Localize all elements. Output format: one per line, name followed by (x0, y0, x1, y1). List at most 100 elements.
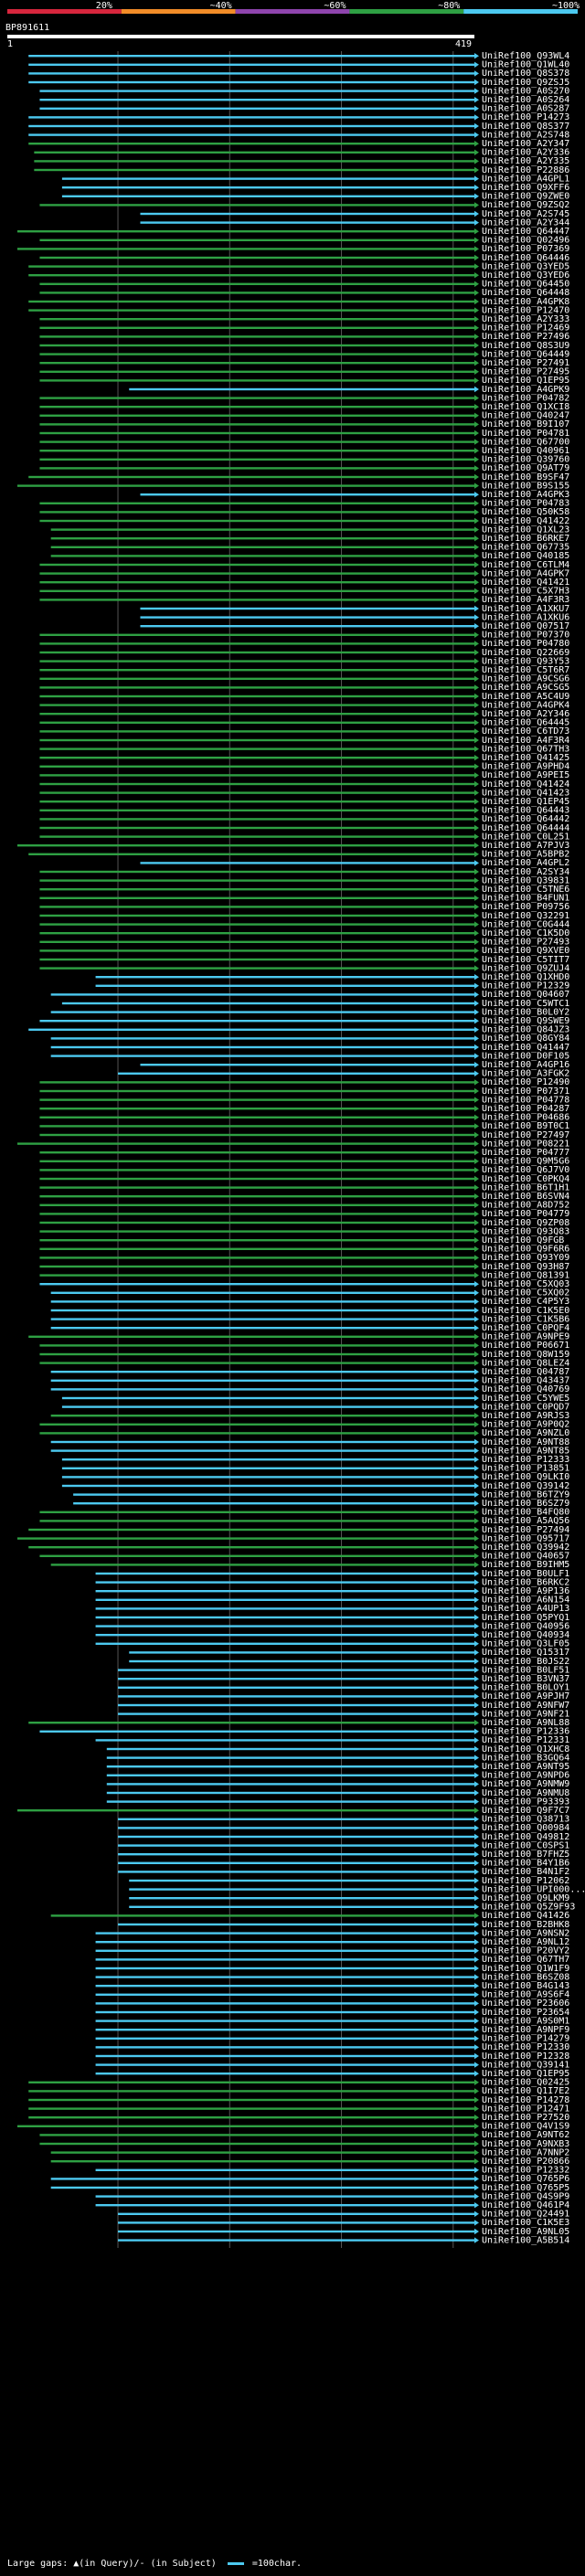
hit-label[interactable]: UniRef100_C5TNE6 (482, 885, 569, 895)
hit-bar[interactable] (28, 2081, 475, 2083)
hit-label[interactable]: UniRef100_P04781 (482, 429, 569, 439)
hit-row[interactable]: UniRef100_P27496 (39, 332, 569, 342)
hit-row[interactable]: UniRef100_UPI000... (129, 1884, 585, 1894)
hit-bar[interactable] (50, 1440, 474, 1444)
hit-row[interactable]: UniRef100_B6SZ79 (73, 1499, 569, 1509)
hit-bar[interactable] (50, 2186, 474, 2189)
hit-bar[interactable] (95, 1949, 475, 1952)
hit-row[interactable]: UniRef100_C0G444 (39, 919, 569, 929)
hit-label[interactable]: UniRef100_P07371 (482, 1087, 569, 1097)
hit-bar[interactable] (140, 1064, 474, 1066)
hit-bar[interactable] (39, 809, 475, 811)
hit-label[interactable]: UniRef100_Q64443 (482, 806, 569, 816)
hit-bar[interactable] (39, 923, 475, 926)
hit-label[interactable]: UniRef100_Q39942 (482, 1542, 569, 1553)
hit-row[interactable]: UniRef100_Q9LKI0 (61, 1472, 569, 1482)
hit-bar[interactable] (140, 493, 474, 496)
hit-row[interactable]: UniRef100_P27497 (39, 1130, 569, 1140)
hit-label[interactable]: UniRef100_Q8S378 (482, 69, 569, 79)
hit-bar[interactable] (39, 599, 475, 601)
hit-row[interactable]: UniRef100_Q1WL40 (28, 60, 569, 70)
hit-label[interactable]: UniRef100_Q41447 (482, 1043, 569, 1053)
hit-row[interactable]: UniRef100_A4F3R4 (39, 736, 569, 746)
hit-bar[interactable] (118, 1818, 475, 1820)
hit-bar[interactable] (95, 2046, 475, 2049)
hit-label[interactable]: UniRef100_A5AQ56 (482, 1516, 569, 1526)
hit-row[interactable]: UniRef100_Q9LKM9 (129, 1893, 569, 1903)
hit-label[interactable]: UniRef100_A0S270 (482, 86, 569, 96)
hit-label[interactable]: UniRef100_Q8S377 (482, 122, 569, 132)
hit-bar[interactable] (39, 1203, 475, 1206)
hit-bar[interactable] (73, 1502, 474, 1505)
hit-label[interactable]: UniRef100_A6N154 (482, 1595, 569, 1606)
hit-row[interactable]: UniRef100_B4FUN1 (39, 894, 569, 904)
hit-label[interactable]: UniRef100_Q8W159 (482, 1350, 569, 1360)
hit-bar[interactable] (50, 1309, 474, 1312)
hit-bar[interactable] (118, 1844, 475, 1847)
hit-row[interactable]: UniRef100_Q64448 (39, 288, 569, 298)
hit-bar[interactable] (118, 1923, 475, 1926)
hit-bar[interactable] (39, 835, 475, 838)
hit-row[interactable]: UniRef100_Q40961 (39, 446, 569, 456)
hit-row[interactable]: UniRef100_C1K5E3 (118, 2218, 569, 2228)
hit-row[interactable]: UniRef100_Q24491 (118, 2210, 569, 2220)
hit-label[interactable]: UniRef100_A4GPK9 (482, 385, 569, 395)
hit-row[interactable]: UniRef100_Q81391 (39, 1270, 569, 1280)
hit-label[interactable]: UniRef100_Q64445 (482, 718, 569, 728)
hit-label[interactable]: UniRef100_A9PEI5 (482, 770, 569, 780)
hit-label[interactable]: UniRef100_A2S745 (482, 209, 569, 219)
hit-bar[interactable] (95, 1932, 475, 1935)
hit-row[interactable]: UniRef100_Q02425 (28, 2078, 569, 2088)
hit-row[interactable]: UniRef100_P12330 (95, 2042, 570, 2052)
hit-row[interactable]: UniRef100_Q3YED6 (28, 270, 569, 281)
hit-label[interactable]: UniRef100_P06671 (482, 1341, 569, 1351)
hit-bar[interactable] (95, 1958, 475, 1961)
hit-label[interactable]: UniRef100_Q1WL40 (482, 60, 569, 70)
hit-row[interactable]: UniRef100_P12329 (95, 981, 570, 991)
hit-label[interactable]: UniRef100_P12333 (482, 1455, 569, 1465)
hit-label[interactable]: UniRef100_Q39760 (482, 455, 569, 465)
hit-row[interactable]: UniRef100_A9P0Q2 (39, 1420, 569, 1430)
hit-bar[interactable] (95, 1625, 475, 1627)
hit-row[interactable]: UniRef100_A9NL88 (28, 1718, 569, 1728)
hit-label[interactable]: UniRef100_A9PHD4 (482, 762, 569, 772)
hit-label[interactable]: UniRef100_P12328 (482, 2051, 569, 2062)
hit-bar[interactable] (39, 467, 475, 470)
hit-row[interactable]: UniRef100_B0ULF1 (95, 1569, 570, 1579)
hit-label[interactable]: UniRef100_A3FGK2 (482, 1069, 569, 1079)
hit-label[interactable]: UniRef100_A9PJH7 (482, 1691, 569, 1701)
hit-label[interactable]: UniRef100_Q41423 (482, 788, 569, 798)
hit-row[interactable]: UniRef100_C5XQ03 (39, 1279, 569, 1289)
hit-row[interactable]: UniRef100_Q84JZ3 (28, 1025, 569, 1035)
hit-label[interactable]: UniRef100_Q4S9P9 (482, 2191, 569, 2201)
hit-bar[interactable] (50, 1564, 474, 1566)
hit-bar[interactable] (50, 1300, 474, 1303)
hit-label[interactable]: UniRef100_B0LOY1 (482, 1683, 569, 1693)
hit-row[interactable]: UniRef100_P12471 (28, 2104, 569, 2114)
hit-row[interactable]: UniRef100_Q64442 (39, 814, 569, 824)
hit-bar[interactable] (118, 2212, 475, 2215)
hit-label[interactable]: UniRef100_Q04787 (482, 1367, 569, 1377)
hit-bar[interactable] (39, 1125, 475, 1128)
hit-bar[interactable] (39, 318, 475, 321)
hit-label[interactable]: UniRef100_C6TD73 (482, 726, 569, 737)
hit-label[interactable]: UniRef100_A1XKU7 (482, 604, 569, 614)
hit-label[interactable]: UniRef100_P27495 (482, 367, 569, 377)
hit-row[interactable]: UniRef100_C5XQ02 (50, 1288, 570, 1299)
hit-row[interactable]: UniRef100_A2Y344 (140, 217, 569, 228)
hit-label[interactable]: UniRef100_A9NZL0 (482, 1428, 569, 1438)
hit-label[interactable]: UniRef100_A9CSG6 (482, 674, 569, 684)
hit-bar[interactable] (39, 1256, 475, 1259)
hit-bar[interactable] (118, 1703, 475, 1707)
hit-row[interactable]: UniRef100_A2Y346 (39, 709, 569, 719)
hit-bar[interactable] (17, 844, 475, 847)
hit-label[interactable]: UniRef100_B9T0C1 (482, 1121, 569, 1131)
hit-row[interactable]: UniRef100_Q40956 (95, 1621, 570, 1631)
hit-bar[interactable] (95, 2204, 475, 2207)
hit-row[interactable]: UniRef100_A9NMW9 (106, 1779, 570, 1789)
hit-bar[interactable] (95, 1739, 475, 1742)
hit-bar[interactable] (50, 2151, 474, 2154)
hit-row[interactable]: UniRef100_Q6J7V0 (39, 1165, 569, 1175)
hit-label[interactable]: UniRef100_P27496 (482, 332, 569, 342)
hit-label[interactable]: UniRef100_Q9ZSQ2 (482, 200, 569, 210)
